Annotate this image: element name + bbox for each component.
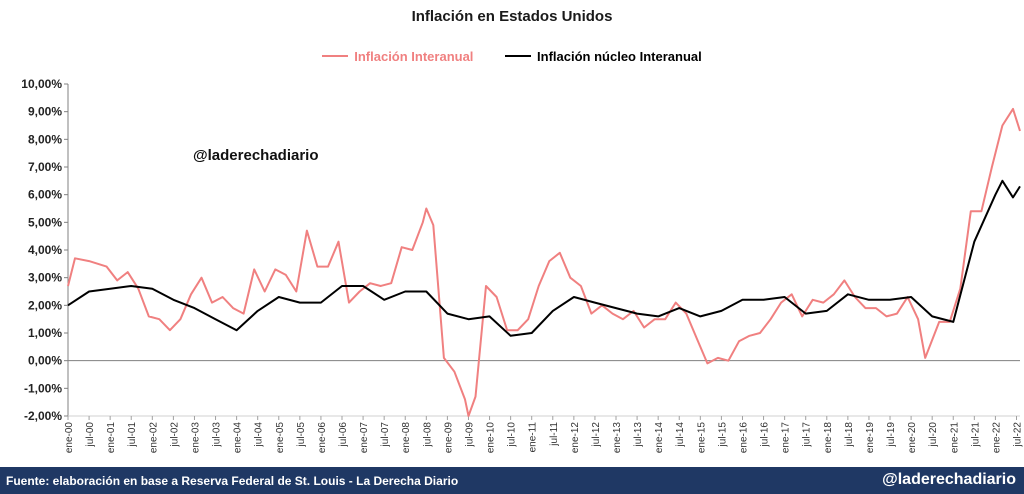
x-tick-label: jul-03 xyxy=(212,422,223,448)
x-tick-label: ene-05 xyxy=(275,422,286,454)
y-tick-label: 9,00% xyxy=(28,105,62,119)
core-inflation-line xyxy=(67,179,1021,337)
x-tick-label: jul-06 xyxy=(338,422,349,448)
watermark-handle: @laderechadiario xyxy=(193,147,319,164)
legend-swatch-headline xyxy=(322,55,349,57)
x-tick-label: ene-18 xyxy=(823,422,834,454)
x-tick-label: ene-00 xyxy=(64,422,75,454)
x-tick-label: ene-04 xyxy=(233,422,244,454)
series-lines xyxy=(67,107,1021,417)
x-tick-label: ene-21 xyxy=(949,422,960,454)
x-tick-label: ene-19 xyxy=(865,422,876,454)
x-tick-label: ene-15 xyxy=(696,422,707,454)
x-tick-label: jul-14 xyxy=(675,422,686,448)
y-tick-label: 6,00% xyxy=(28,188,62,202)
x-axis-ticks: ene-00 jul-00 ene-01 jul-01 ene-02 jul-02 ene-… xyxy=(64,416,1023,453)
x-tick-label: ene-16 xyxy=(738,422,749,454)
x-tick-label: jul-18 xyxy=(844,422,855,448)
x-tick-label: jul-00 xyxy=(85,422,96,448)
x-tick-label: jul-19 xyxy=(886,422,897,448)
chart-title: Inflación en Estados Unidos xyxy=(411,8,613,25)
x-tick-label: jul-10 xyxy=(507,422,518,448)
y-tick-label: 4,00% xyxy=(28,243,62,257)
legend-swatch-core xyxy=(505,55,532,57)
legend-label-headline: Inflación Interanual xyxy=(354,48,474,64)
x-tick-label: ene-22 xyxy=(991,422,1002,454)
legend-item-headline: Inflación Interanual xyxy=(322,49,473,64)
footer-bar: Fuente: elaboración en base a Reserva Fe… xyxy=(0,467,1024,494)
x-tick-label: jul-09 xyxy=(464,422,475,448)
x-tick-label: jul-11 xyxy=(549,422,560,447)
legend-label-core: Inflación núcleo Interanual xyxy=(537,48,702,64)
y-tick-label: 2,00% xyxy=(28,298,62,312)
x-tick-label: ene-12 xyxy=(570,422,581,454)
y-tick-label: -1,00% xyxy=(24,381,62,395)
x-tick-label: jul-17 xyxy=(802,422,813,448)
chart-axes xyxy=(67,84,1020,417)
x-tick-label: jul-13 xyxy=(633,422,644,448)
x-tick-label: ene-01 xyxy=(106,422,117,454)
y-tick-label: 5,00% xyxy=(28,215,62,229)
y-tick-label: 10,00% xyxy=(21,77,62,91)
x-tick-label: ene-11 xyxy=(528,422,539,453)
footer-handle: @laderechadiario xyxy=(882,471,1016,488)
x-tick-label: ene-17 xyxy=(781,422,792,454)
y-tick-label: -2,00% xyxy=(24,409,62,423)
x-tick-label: ene-20 xyxy=(907,422,918,454)
y-tick-label: 1,00% xyxy=(28,326,62,340)
x-tick-label: jul-01 xyxy=(127,422,138,448)
y-tick-label: 7,00% xyxy=(28,160,62,174)
y-tick-label: 3,00% xyxy=(28,271,62,285)
x-tick-label: ene-08 xyxy=(401,422,412,454)
x-tick-label: jul-04 xyxy=(254,422,265,448)
x-tick-label: jul-12 xyxy=(591,422,602,448)
x-tick-label: ene-06 xyxy=(317,422,328,454)
legend: Inflación Interanual Inflación núcleo In… xyxy=(0,45,1024,64)
x-tick-label: jul-07 xyxy=(380,422,391,448)
x-tick-label: ene-13 xyxy=(612,422,623,454)
line-chart: 10,00% 9,00% 8,00% 7,00% 6,00% 5,00% 4,00% 3,00… xyxy=(21,77,1023,453)
x-tick-label: ene-09 xyxy=(443,422,454,454)
x-tick-label: ene-02 xyxy=(148,422,159,454)
x-tick-label: ene-03 xyxy=(190,422,201,454)
x-tick-label: jul-21 xyxy=(970,422,981,448)
y-tick-label: 8,00% xyxy=(28,132,62,146)
x-tick-label: jul-16 xyxy=(760,422,771,448)
x-tick-label: jul-08 xyxy=(422,422,433,448)
x-tick-label: ene-10 xyxy=(486,422,497,454)
headline-inflation-line xyxy=(67,107,1021,417)
legend-item-core: Inflación núcleo Interanual xyxy=(505,49,702,64)
x-tick-label: ene-14 xyxy=(654,422,665,454)
x-tick-label: jul-20 xyxy=(928,422,939,448)
footer-source: Fuente: elaboración en base a Reserva Fe… xyxy=(6,474,459,488)
x-tick-label: jul-02 xyxy=(169,422,180,448)
x-tick-label: jul-05 xyxy=(296,422,307,448)
x-tick-label: jul-22 xyxy=(1012,422,1023,448)
x-tick-label: ene-07 xyxy=(359,422,370,454)
y-axis-ticks: 10,00% 9,00% 8,00% 7,00% 6,00% 5,00% 4,00% 3,00… xyxy=(21,77,68,423)
x-tick-label: jul-15 xyxy=(717,422,728,448)
y-tick-label: 0,00% xyxy=(28,354,62,368)
